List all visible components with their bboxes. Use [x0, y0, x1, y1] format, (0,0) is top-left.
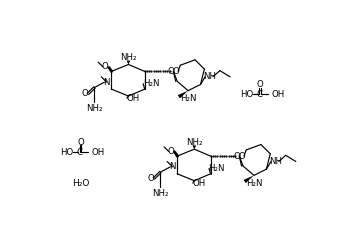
Text: O: O	[168, 147, 174, 156]
Text: NH₂: NH₂	[120, 53, 136, 62]
Text: NH₂: NH₂	[86, 104, 103, 113]
Text: NH₂: NH₂	[186, 138, 202, 147]
Text: O: O	[238, 151, 245, 161]
Text: H₂N: H₂N	[143, 79, 159, 88]
Text: O: O	[257, 80, 264, 89]
Text: O: O	[82, 89, 88, 98]
Text: O: O	[77, 138, 84, 147]
Text: N: N	[103, 78, 110, 87]
Text: OH: OH	[91, 148, 104, 157]
Text: NH: NH	[269, 157, 282, 166]
Text: HO: HO	[240, 90, 253, 99]
Text: H₂N: H₂N	[180, 94, 196, 103]
Text: C: C	[76, 148, 83, 157]
Text: C: C	[256, 90, 262, 99]
Text: OH: OH	[126, 94, 140, 103]
Text: O: O	[234, 151, 240, 161]
Text: HO: HO	[60, 148, 74, 157]
Text: O: O	[172, 67, 179, 76]
Text: OH: OH	[192, 179, 206, 188]
Polygon shape	[126, 60, 130, 64]
Text: NH₂: NH₂	[152, 189, 169, 197]
Polygon shape	[192, 145, 196, 149]
Text: O: O	[168, 67, 174, 76]
Text: N: N	[169, 162, 176, 171]
Text: H₂O: H₂O	[72, 179, 89, 188]
Text: H₂N: H₂N	[246, 179, 262, 188]
Polygon shape	[244, 175, 254, 183]
Text: O: O	[102, 62, 108, 71]
Text: NH: NH	[203, 72, 216, 81]
Text: OH: OH	[271, 90, 284, 99]
Text: O: O	[147, 174, 154, 183]
Polygon shape	[178, 91, 188, 98]
Text: H₂N: H₂N	[209, 164, 225, 173]
